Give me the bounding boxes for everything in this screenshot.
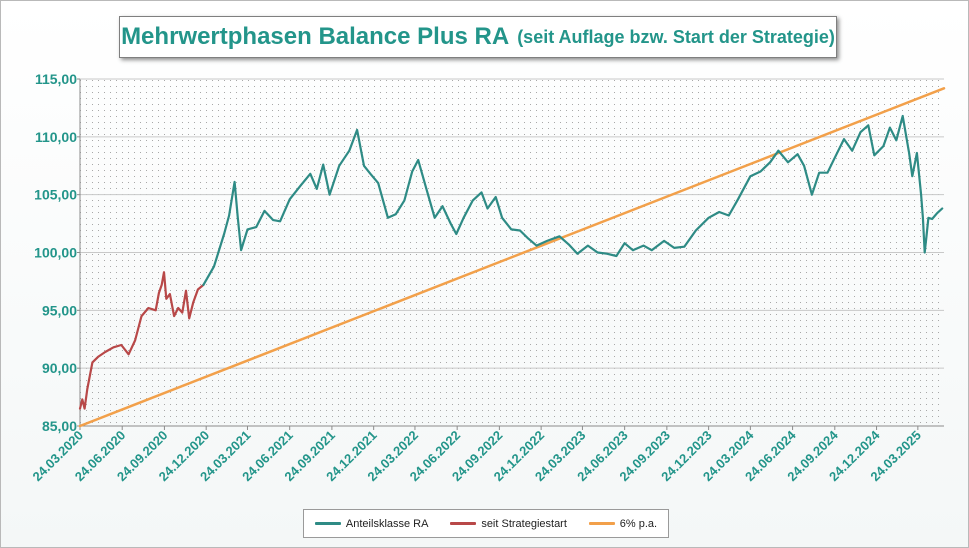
y-axis-tick-labels: 85,00 90,00 95,00 100,00 105,00 110,00 115,00	[34, 71, 77, 434]
legend-swatch	[314, 522, 341, 525]
series-layer	[78, 87, 946, 428]
legend-label: seit Strategiestart	[481, 517, 567, 530]
x-axis-tick-labels: 24.03.202024.06.202024.09.202024.12.2020…	[29, 427, 923, 484]
axes	[77, 78, 944, 430]
legend-item-anteilsklasse: Anteilsklasse RA	[314, 517, 429, 530]
y-tick-label: 95,00	[42, 302, 77, 318]
legend-item-6pct: 6% p.a.	[588, 517, 658, 530]
y-tick-label: 115,00	[35, 71, 77, 87]
legend-item-strategiestart: seit Strategiestart	[450, 518, 567, 530]
y-tick-label: 105,00	[34, 187, 77, 203]
grid-lines	[80, 78, 944, 427]
legend-label: 6% p.a.	[619, 517, 658, 530]
legend: Anteilsklasse RA seit Strategiestart 6% …	[303, 509, 669, 538]
legend-swatch	[588, 522, 615, 525]
chart-title: Mehrwertphasen Balance Plus RA	[121, 23, 510, 50]
y-tick-label: 110,00	[35, 129, 77, 145]
series-line-seit-strategiestart	[78, 271, 205, 410]
chart-subtitle: (seit Auflage bzw. Start der Strategie)	[517, 26, 835, 47]
legend-label: Anteilsklasse RA	[345, 517, 429, 530]
series-line-6-prozent	[78, 87, 946, 428]
chart-title-box: Mehrwertphasen Balance Plus RA (seit Auf…	[119, 16, 837, 58]
series-line-anteilsklasse-ra	[202, 114, 944, 286]
y-tick-label: 100,00	[34, 245, 77, 261]
y-tick-label: 90,00	[42, 360, 77, 376]
y-tick-label: 85,00	[42, 418, 77, 434]
legend-swatch	[450, 522, 477, 525]
